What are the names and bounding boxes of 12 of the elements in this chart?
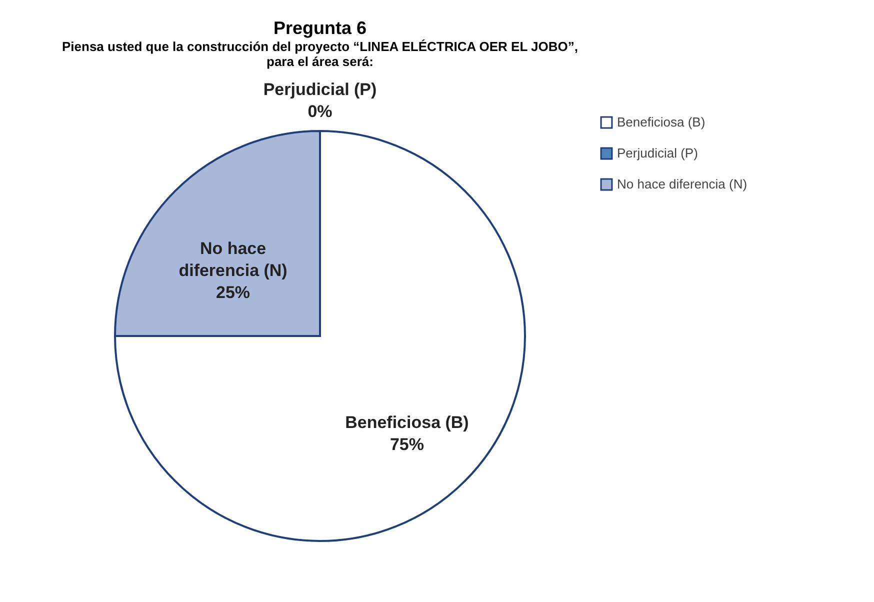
data-label: 25% [216,283,250,302]
category-label: Perjudicial (P) [263,80,377,99]
text: 0% [308,102,332,121]
chart-subtitle: Piensa usted que la construcción del proyecto “LINEA ELÉCTRICA OER EL JOBO”, para el área será: [62,39,578,69]
legend-label: Beneficiosa (B) [617,114,706,130]
slice-label: No hace diferencia (N) [178,239,288,280]
chart-title: Pregunta 6 [273,18,367,38]
legend-label: No hace diferencia (N) [617,176,748,192]
legend-label: Perjudicial (P) [617,146,698,160]
slice-label: Beneficiosa (B) [345,412,469,432]
data-label: 75% [390,434,424,454]
pie-slice [114,130,526,542]
